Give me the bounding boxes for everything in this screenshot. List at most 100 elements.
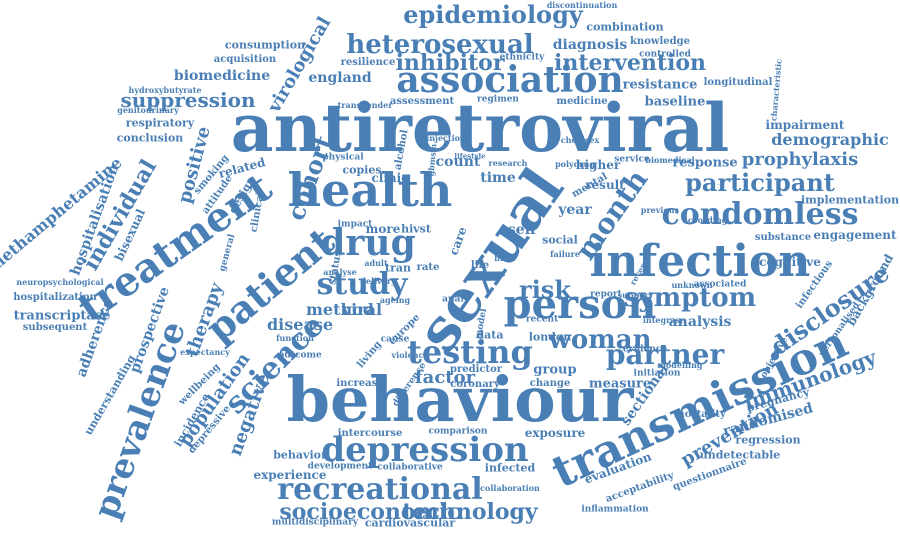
word: cardiovascular [365, 518, 455, 529]
word: confidence [797, 265, 803, 266]
word: undetectable [700, 450, 781, 461]
word: development [308, 463, 373, 472]
word: copies [342, 165, 381, 176]
word: baseline [645, 96, 706, 109]
word: longitudinal [704, 78, 773, 88]
word: medicine [556, 97, 607, 107]
word: coronary [450, 380, 500, 390]
word: collaboration [480, 484, 540, 492]
word: recent [526, 316, 558, 325]
word: knowledge [630, 37, 690, 47]
word: conclusion [117, 133, 184, 144]
word: chemsex [561, 136, 600, 144]
word: acquisition [214, 55, 276, 65]
word: regression [735, 435, 800, 446]
word: increase [336, 379, 383, 389]
word: engagement [813, 229, 896, 241]
word: participant [685, 171, 835, 195]
word: modelling [657, 361, 702, 369]
word: adult [364, 259, 387, 267]
word: brief [494, 254, 515, 262]
word: hivst [401, 224, 431, 235]
word: integrase [643, 316, 685, 324]
word: service [614, 156, 649, 165]
word: characteristic [769, 59, 782, 122]
word: life [471, 261, 489, 271]
word: combination [586, 22, 663, 33]
word: impact [338, 221, 373, 230]
word: self [508, 223, 536, 237]
word: viral [342, 302, 382, 318]
word: exposure [525, 427, 586, 439]
word: unknown [671, 281, 712, 289]
word: lifestyle [454, 153, 485, 160]
word: previous [641, 206, 679, 214]
word: diagnosis [553, 38, 628, 52]
word: assessment [390, 97, 454, 107]
word: tran [385, 263, 411, 274]
word: measure [589, 378, 651, 391]
word: implementation [801, 195, 899, 206]
word: support [618, 291, 653, 299]
word: load [339, 310, 341, 311]
word: research [489, 159, 528, 167]
word: group [533, 364, 576, 377]
word: prophylaxis [742, 151, 858, 169]
word: transgender [338, 101, 393, 109]
word: multidisciplinary [272, 519, 358, 528]
word: disease [267, 317, 333, 333]
word: participant [717, 185, 723, 186]
word: anal [442, 296, 464, 305]
word: initiation [634, 370, 681, 379]
word: expectancy [180, 348, 230, 356]
word: respiratory [126, 118, 194, 129]
word: mortality [674, 410, 726, 420]
word: failure [550, 250, 580, 258]
word: violence [392, 351, 429, 359]
word: function [276, 334, 314, 342]
word: biomedical [645, 156, 694, 164]
word: risk [519, 278, 571, 302]
word: neuropsychological [16, 278, 103, 286]
word: polydrug [555, 160, 595, 168]
word: change [530, 379, 570, 389]
word: controlled [639, 51, 691, 60]
word: ageing [380, 296, 410, 304]
word: cause [381, 336, 410, 345]
word: predictor [450, 365, 502, 375]
word: hospitalization [13, 293, 97, 303]
word: injection [426, 134, 466, 142]
word: consumption [225, 40, 305, 51]
word: delivery [360, 277, 395, 285]
word: collaborative [377, 464, 443, 473]
word: infected [485, 463, 535, 474]
word: according [683, 216, 728, 224]
word: social [542, 235, 578, 246]
word: analyse [323, 268, 356, 276]
word: england [308, 71, 371, 85]
word: discontinuation [547, 1, 618, 9]
word: hydroxybutyrate [129, 86, 202, 94]
word: intercourse [338, 429, 403, 439]
word: behavior [273, 450, 327, 461]
word: comparison [429, 428, 488, 437]
word: substance [755, 233, 811, 243]
word: year [558, 203, 592, 217]
word: rate [417, 263, 440, 273]
word: london [529, 332, 572, 343]
word: genitourinary [117, 106, 179, 114]
word: regimen [477, 96, 519, 105]
word: biomedicine [174, 69, 270, 83]
word: physical [322, 154, 363, 163]
word: outcome [278, 352, 321, 361]
word: subsequent [23, 323, 87, 333]
word: cross [479, 271, 505, 280]
word: resilience [341, 58, 396, 68]
word: inflammation [581, 506, 648, 515]
word: evidence [623, 346, 667, 355]
word: resistance [623, 79, 698, 92]
word: transcriptase [14, 310, 111, 323]
word: gbmsm [427, 143, 438, 176]
word: demographic [771, 132, 889, 148]
